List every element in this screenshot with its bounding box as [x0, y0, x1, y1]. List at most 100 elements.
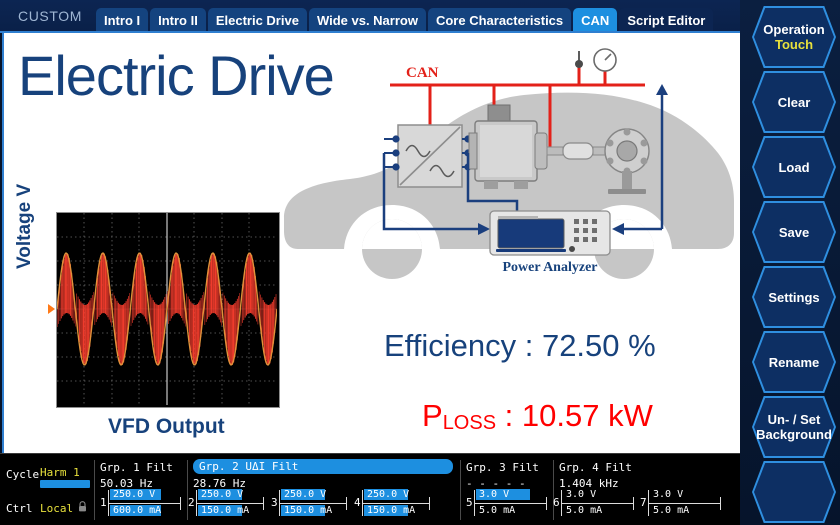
channel-current-text: 150.0 mA [367, 505, 416, 516]
channel-scale-line [196, 503, 263, 504]
channel-endcap [263, 497, 264, 510]
scope-cursor-marker[interactable] [48, 304, 55, 314]
ploss-label: P [422, 398, 443, 433]
channel-number: 5 [466, 496, 473, 509]
group-4-freq: 1.404 [559, 477, 593, 490]
sidebar-button-save[interactable]: Save [752, 201, 836, 263]
channel-endcap [546, 497, 547, 510]
tab-bar: CUSTOM Intro I Intro II Electric Drive W… [0, 0, 740, 33]
channel-number: 7 [640, 496, 647, 509]
wire-motor-to-analyzer [466, 153, 519, 219]
channel-current-text: 150.0 mA [284, 505, 333, 516]
wheel-load-icon [604, 128, 650, 194]
sidebar-button-clear-label: Clear [777, 94, 811, 110]
channel-endcap [429, 497, 430, 510]
diagram-svg: CAN [284, 48, 734, 279]
channel-scale-line [108, 503, 180, 504]
tab-intro-2[interactable]: Intro II [150, 8, 206, 33]
group-4-unit: kHz [598, 477, 619, 490]
sidebar-button-operation-sublabel: Touch [774, 37, 814, 52]
sidebar-button-operation-label: Operation [763, 22, 825, 37]
tab-wide-vs-narrow[interactable]: Wide vs. Narrow [308, 8, 426, 33]
channel-current-bar [364, 505, 408, 516]
sidebar-button-set-background[interactable]: Un- / Set Background [752, 396, 836, 458]
arrow-to-can-bus [656, 84, 668, 95]
ctrl-label: Ctrl [6, 502, 33, 515]
sine-envelope [57, 252, 277, 366]
ctrl-value[interactable]: Local [40, 502, 74, 515]
ploss-subscript: LOSS [442, 412, 497, 434]
sidebar-button-settings[interactable]: Settings [752, 266, 836, 328]
cycle-value[interactable]: Harm 1 [40, 466, 80, 479]
group-3-header[interactable]: Grp. 3 Filt [466, 461, 539, 474]
sidebar-button-operation[interactable]: Operation Touch [752, 6, 836, 68]
tab-list: Intro I Intro II Electric Drive Wide vs.… [96, 4, 715, 33]
tab-core-characteristics[interactable]: Core Characteristics [427, 8, 572, 33]
power-analyzer-icon [489, 210, 611, 256]
channel-current-bar [281, 505, 325, 516]
sidebar-button-empty[interactable] [752, 461, 836, 523]
channel-current-text: 150.0 mA [201, 505, 250, 516]
channel-voltage-bar [110, 489, 161, 500]
channel-voltage-text: 3.0 V [653, 489, 684, 500]
channel-current-text: 5.0 mA [653, 505, 690, 516]
channel-number: 6 [553, 496, 560, 509]
can-bus [390, 61, 645, 153]
cycle-label: Cycle [6, 468, 40, 481]
group-2-mode: UΔI [245, 460, 266, 473]
vfd-waveform-scope[interactable] [56, 212, 280, 408]
scope-y-axis-label: Voltage V [14, 183, 35, 269]
channel-scale-line [561, 503, 633, 504]
channel-current-text: 5.0 mA [566, 505, 603, 516]
channel-endcap [346, 497, 347, 510]
waveform-svg [57, 213, 277, 405]
group-1-name: Grp. 1 [100, 461, 140, 474]
group-2-name: Grp. 2 [199, 460, 239, 473]
electric-drive-diagram: CAN [272, 33, 740, 323]
power-analyzer-label: Power Analyzer [503, 260, 598, 275]
channel-current-text: 600.0 mA [113, 505, 162, 516]
group-2-header[interactable]: Grp. 2 UΔI Filt [193, 459, 453, 474]
channel-voltage-bar [364, 489, 408, 500]
channel-scale-line [279, 503, 346, 504]
channel-voltage-text: 250.0 V [367, 489, 410, 500]
sidebar-button-load[interactable]: Load [752, 136, 836, 198]
group-3-filter: Filt [512, 461, 539, 474]
motor-icon [468, 104, 548, 189]
group-2-filter: Filt [271, 460, 299, 473]
power-loss-readout: PLOSS : 10.57 kW [422, 398, 653, 435]
sidebar-button-clear[interactable]: Clear [752, 71, 836, 133]
group-1-header[interactable]: Grp. 1 Filt [100, 461, 173, 474]
tab-electric-drive[interactable]: Electric Drive [207, 8, 307, 33]
channel-current-text: 5.0 mA [479, 505, 516, 516]
status-separator-3 [460, 460, 461, 520]
tab-can[interactable]: CAN [573, 8, 618, 33]
channel-voltage-text: 250.0 V [201, 489, 244, 500]
group-2-value: 28.76 Hz [193, 477, 246, 490]
group-2-freq: 28.76 [193, 477, 227, 490]
group-1-freq: 50.03 [100, 477, 134, 490]
channel-scale-line [648, 503, 720, 504]
channel-current-bar [110, 505, 161, 516]
tab-intro-1[interactable]: Intro I [96, 8, 149, 33]
channel-voltage-bar [476, 489, 530, 500]
group-3-freq: - - - - - [466, 477, 526, 490]
scope-caption: VFD Output [108, 415, 225, 438]
ploss-separator: : [504, 398, 514, 433]
cycle-bar [40, 480, 90, 488]
group-2-unit: Hz [232, 477, 246, 490]
tab-script-editor[interactable]: Script Editor [619, 8, 714, 33]
sidebar-button-rename[interactable]: Rename [752, 331, 836, 393]
tab-bar-underline [0, 31, 740, 33]
rear-wheel-cut [362, 219, 422, 249]
channel-number: 2 [188, 496, 195, 509]
group-4-header[interactable]: Grp. 4 Filt [559, 461, 632, 474]
channel-voltage-bar [281, 489, 325, 500]
channel-number: 1 [100, 496, 107, 509]
group-3-name: Grp. 3 [466, 461, 506, 474]
channel-scale-line [362, 503, 429, 504]
can-bus-label: CAN [406, 65, 439, 81]
main-canvas: Electric Drive CA [2, 33, 740, 453]
group-1-filter: Filt [146, 461, 173, 474]
status-separator-2 [187, 460, 188, 520]
